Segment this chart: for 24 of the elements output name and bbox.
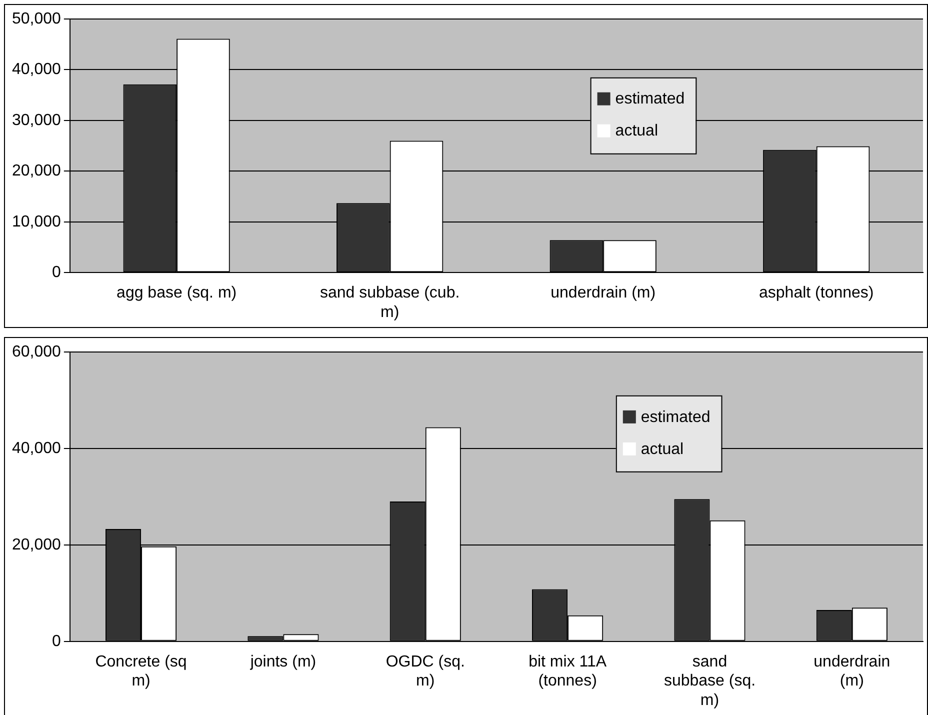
y-tick-label: 40,000 <box>12 440 62 457</box>
legend-label: actual <box>615 122 658 140</box>
x-tick-label: Concrete (sq m) <box>95 653 187 690</box>
y-tick-label: 0 <box>52 632 62 650</box>
x-tick-label: sand subbase (sq. m) <box>664 653 756 709</box>
x-tick-label: sand subbase (cub. m) <box>320 284 460 321</box>
x-tick-label: OGDC (sq. m) <box>386 653 465 690</box>
x-tick-label: asphalt (tonnes) <box>759 284 874 302</box>
legend-label: actual <box>640 440 684 458</box>
y-tick-label: 20,000 <box>12 536 62 554</box>
y-tick-label: 30,000 <box>12 112 62 129</box>
y-tick-label: 40,000 <box>12 61 62 78</box>
y-tick-label: 60,000 <box>12 343 62 360</box>
y-tick-label: 20,000 <box>12 162 62 180</box>
x-tick-label: underdrain (m) <box>550 284 656 302</box>
y-tick-label: 50,000 <box>12 10 62 28</box>
y-tick-label: 0 <box>52 264 62 282</box>
x-tick-label: bit mix 11A (tonnes) <box>528 653 607 690</box>
legend-label: estimated <box>615 90 685 108</box>
x-tick-label: underdrain (m) <box>814 653 890 690</box>
legend-label: estimated <box>640 408 710 426</box>
y-tick-label: 10,000 <box>12 213 62 230</box>
x-tick-label: agg base (sq. m) <box>116 284 237 302</box>
x-tick-label: joints (m) <box>249 653 316 670</box>
